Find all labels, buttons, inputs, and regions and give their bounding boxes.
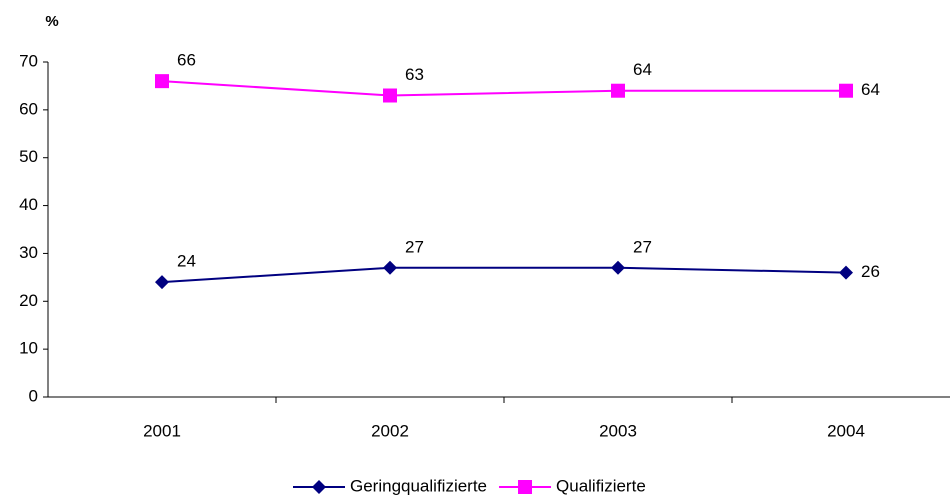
legend-label: Qualifizierte [556, 476, 646, 495]
data-label: 24 [177, 252, 196, 271]
legend-label: Geringqualifizierte [350, 476, 487, 495]
point [155, 275, 169, 290]
y-tick-label: 60 [19, 99, 38, 118]
point [155, 74, 169, 89]
point [611, 260, 625, 275]
data-label: 27 [633, 237, 652, 256]
point [839, 265, 853, 280]
data-label: 66 [177, 51, 196, 70]
data-label: 63 [405, 65, 424, 84]
y-tick-label: 50 [19, 147, 38, 166]
data-label: 64 [633, 60, 652, 79]
y-tick-label: 10 [19, 339, 38, 358]
legend-marker [312, 480, 326, 494]
data-label: 26 [861, 262, 880, 281]
data-label: 27 [405, 237, 424, 256]
x-tick-label: 2004 [827, 421, 865, 440]
y-unit-label: % [45, 13, 58, 30]
point [383, 88, 397, 103]
y-tick-label: 30 [19, 243, 38, 262]
y-tick-label: 40 [19, 195, 38, 214]
point [383, 260, 397, 275]
x-tick-label: 2002 [371, 421, 409, 440]
legend-marker [518, 480, 533, 494]
point [611, 83, 625, 98]
series-line [161, 80, 846, 97]
y-tick-label: 0 [29, 386, 38, 405]
series-line [161, 266, 847, 284]
y-tick-label: 70 [19, 51, 38, 70]
y-tick-label: 20 [19, 291, 38, 310]
x-tick-label: 2001 [143, 421, 181, 440]
data-label: 64 [861, 80, 880, 99]
x-tick-label: 2003 [599, 421, 637, 440]
point [839, 83, 853, 98]
